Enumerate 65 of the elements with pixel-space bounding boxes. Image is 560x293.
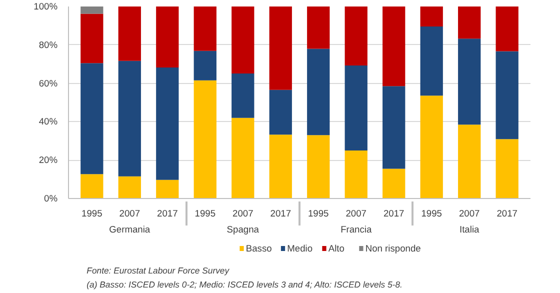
y-tick-label: 40%: [38, 116, 58, 127]
y-tick-label: 100%: [34, 2, 58, 12]
bar: [194, 80, 216, 198]
x-tick-label: 2007: [458, 208, 480, 218]
x-tick-label: 2007: [232, 208, 254, 218]
bar: [156, 68, 179, 180]
bar: [344, 150, 368, 198]
bar: [382, 86, 406, 169]
bar: [269, 6, 292, 90]
bar: [118, 176, 141, 198]
x-tick-label: 1995: [421, 208, 442, 218]
bar: [382, 6, 406, 86]
x-tick-label: 1995: [82, 208, 102, 218]
legend-label: Basso: [246, 244, 272, 254]
bar: [194, 6, 216, 51]
legend-label: Alto: [328, 244, 344, 254]
bar: [156, 6, 179, 68]
bar: [118, 6, 141, 61]
text: Spagna: [226, 224, 260, 234]
x-tick-label: 1995: [308, 208, 329, 218]
bar: [420, 96, 443, 198]
y-tick-label: 0%: [44, 194, 58, 204]
bar: [80, 6, 104, 14]
x-tick-label: 2017: [270, 208, 292, 218]
bar: [80, 14, 104, 64]
text: (a) Basso: ISCED levels 0-2; Medio: ISCED levels 3 and 4; Alto: ISCED levels 5-8.: [86, 280, 402, 290]
legend-label: Medio: [287, 244, 313, 254]
bar: [307, 6, 330, 49]
bar: [307, 48, 330, 136]
bar: [344, 6, 368, 66]
bar: [194, 50, 216, 80]
y-tick-label: 80%: [38, 40, 58, 50]
x-tick-label: 2017: [383, 208, 404, 218]
bar: [80, 174, 104, 198]
bar: [382, 168, 406, 198]
bar: [344, 65, 368, 150]
bar: [458, 6, 481, 39]
text: Italia: [460, 224, 480, 234]
bar: [307, 135, 330, 198]
text: Francia: [340, 224, 372, 234]
x-tick-label: 2007: [119, 208, 140, 218]
bar: [496, 139, 518, 198]
bar: [420, 26, 443, 96]
bar: [458, 38, 481, 125]
bar: [156, 180, 179, 198]
bar: [458, 124, 481, 198]
bar: [496, 6, 518, 52]
x-tick-label: 2017: [157, 208, 178, 218]
x-tick-label: 2017: [496, 208, 518, 218]
bar: [496, 51, 518, 140]
bar: [232, 6, 254, 74]
bar: [118, 60, 141, 176]
source-note: Fonte: Eurostat Labour Force Survey: [86, 266, 230, 276]
y-tick-label: 20%: [38, 155, 58, 166]
x-tick-label: 1995: [194, 208, 216, 218]
bar: [80, 63, 104, 174]
y-tick-label: 60%: [38, 78, 58, 88]
bar: [232, 74, 254, 118]
x-tick-label: 2007: [346, 208, 367, 218]
text: Germania: [109, 224, 151, 234]
bar: [269, 90, 292, 135]
bar: [420, 6, 443, 26]
bar: [232, 118, 254, 198]
legend-label: Non risponde: [365, 244, 421, 254]
bar: [269, 134, 292, 198]
